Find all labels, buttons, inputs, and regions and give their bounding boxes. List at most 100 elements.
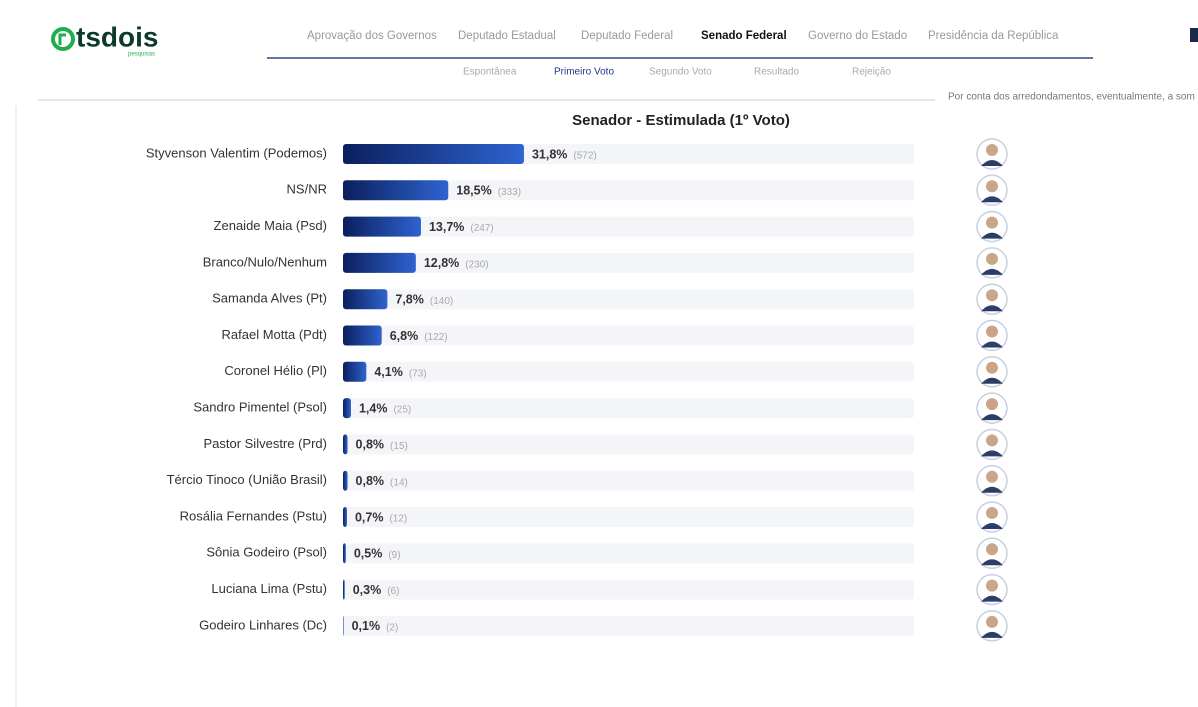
bar xyxy=(343,470,348,491)
category-label: Branco/Nulo/Nenhum xyxy=(203,254,327,269)
subnav-item[interactable]: Primeiro Voto xyxy=(554,67,614,78)
value-label: 18,5% xyxy=(456,184,491,198)
avatar-body xyxy=(981,305,1003,312)
category-label: Luciana Lima (Pstu) xyxy=(211,581,327,596)
value-label: 0,5% xyxy=(354,547,383,561)
avatar xyxy=(976,283,1008,315)
avatar-head xyxy=(986,361,998,374)
bar-track xyxy=(343,398,914,419)
bar xyxy=(343,361,367,382)
bar-track xyxy=(343,180,914,201)
value-label: 31,8% xyxy=(532,147,567,161)
category-label: Pastor Silvestre (Prd) xyxy=(203,436,327,451)
bar-track xyxy=(343,543,914,564)
bar xyxy=(343,252,416,273)
value-label: 0,7% xyxy=(355,510,384,524)
category-label: Godeiro Linhares (Dc) xyxy=(199,617,327,632)
bar xyxy=(343,180,449,201)
bar xyxy=(343,325,382,346)
logo-icon-mark xyxy=(58,33,66,45)
logo-icon xyxy=(51,27,75,51)
avatar xyxy=(976,319,1008,352)
avatar xyxy=(976,138,1008,170)
avatar xyxy=(976,428,1008,461)
count-label: (333) xyxy=(498,187,521,198)
count-label: (247) xyxy=(470,223,493,234)
nav-item[interactable]: Governo do Estado xyxy=(808,30,907,42)
bar-track xyxy=(343,361,914,382)
subnav-item[interactable]: Espontânea xyxy=(463,67,517,78)
nav-item[interactable]: Deputado Estadual xyxy=(458,30,556,42)
value-label: 0,1% xyxy=(352,619,381,633)
bar-track xyxy=(343,615,914,636)
count-label: (572) xyxy=(573,151,596,162)
count-label: (14) xyxy=(390,477,408,488)
nav-item[interactable]: Aprovação dos Governos xyxy=(307,30,437,42)
bar-track xyxy=(343,507,914,527)
avatar xyxy=(976,356,1008,388)
bar xyxy=(343,398,351,419)
avatar-body xyxy=(981,523,1003,529)
bar-track xyxy=(343,434,914,455)
bar xyxy=(343,579,345,600)
value-label: 0,8% xyxy=(356,438,385,452)
bar xyxy=(343,543,346,564)
bar-track xyxy=(343,325,914,346)
category-label: Rosália Fernandes (Pstu) xyxy=(180,508,327,523)
avatar-body xyxy=(981,196,1003,203)
avatar-head xyxy=(986,507,998,519)
avatar xyxy=(976,537,1008,570)
corner-icon[interactable] xyxy=(1190,28,1198,42)
subnav-item[interactable]: Segundo Voto xyxy=(649,67,712,78)
note: Por conta dos arredondamentos, eventualm… xyxy=(948,92,1195,103)
avatar-body xyxy=(981,160,1003,166)
count-label: (12) xyxy=(389,514,407,525)
bar xyxy=(343,289,388,310)
nav-item[interactable]: Senado Federal xyxy=(701,30,787,42)
avatar xyxy=(976,573,1008,606)
value-label: 0,3% xyxy=(353,583,382,597)
avatar xyxy=(976,247,1008,279)
category-label: Tércio Tinoco (União Brasil) xyxy=(167,472,327,487)
category-label: Rafael Motta (Pdt) xyxy=(222,327,328,342)
avatar-head xyxy=(986,144,998,156)
avatar xyxy=(976,610,1008,642)
logo[interactable]: tsdois pesquisas xyxy=(51,21,158,58)
avatar-head xyxy=(986,434,998,447)
count-label: (230) xyxy=(465,260,488,271)
count-label: (2) xyxy=(386,623,398,634)
category-label: Zenaide Maia (Psd) xyxy=(214,218,327,233)
bar xyxy=(343,216,421,237)
avatar-head xyxy=(986,252,998,265)
count-label: (122) xyxy=(424,332,447,343)
logo-sub: pesquisas xyxy=(128,52,155,58)
bar xyxy=(343,434,348,455)
bar-track xyxy=(343,252,914,273)
nav-item[interactable]: Deputado Federal xyxy=(581,30,673,42)
avatar xyxy=(976,174,1008,207)
count-label: (6) xyxy=(387,586,399,597)
value-label: 7,8% xyxy=(395,292,424,306)
value-label: 6,8% xyxy=(390,329,419,343)
avatar-body xyxy=(981,414,1003,421)
avatar-head xyxy=(986,470,998,483)
category-label: Sônia Godeiro (Psol) xyxy=(206,545,327,560)
avatar-head xyxy=(986,615,998,628)
category-label: NS/NR xyxy=(287,182,327,197)
avatar-body xyxy=(981,559,1003,566)
value-label: 12,8% xyxy=(424,256,459,270)
subnav-item[interactable]: Resultado xyxy=(754,67,799,78)
nav-item[interactable]: Presidência da República xyxy=(928,30,1059,42)
avatar-head xyxy=(986,543,998,556)
bar xyxy=(343,507,347,527)
subnav-item[interactable]: Rejeição xyxy=(852,67,891,78)
avatar-body xyxy=(981,377,1003,384)
avatar-head xyxy=(986,289,998,302)
category-label: Sandro Pimentel (Psol) xyxy=(193,400,327,415)
bar-track xyxy=(343,216,914,237)
avatar-head xyxy=(986,325,998,338)
bar xyxy=(343,615,344,636)
count-label: (15) xyxy=(390,441,408,452)
